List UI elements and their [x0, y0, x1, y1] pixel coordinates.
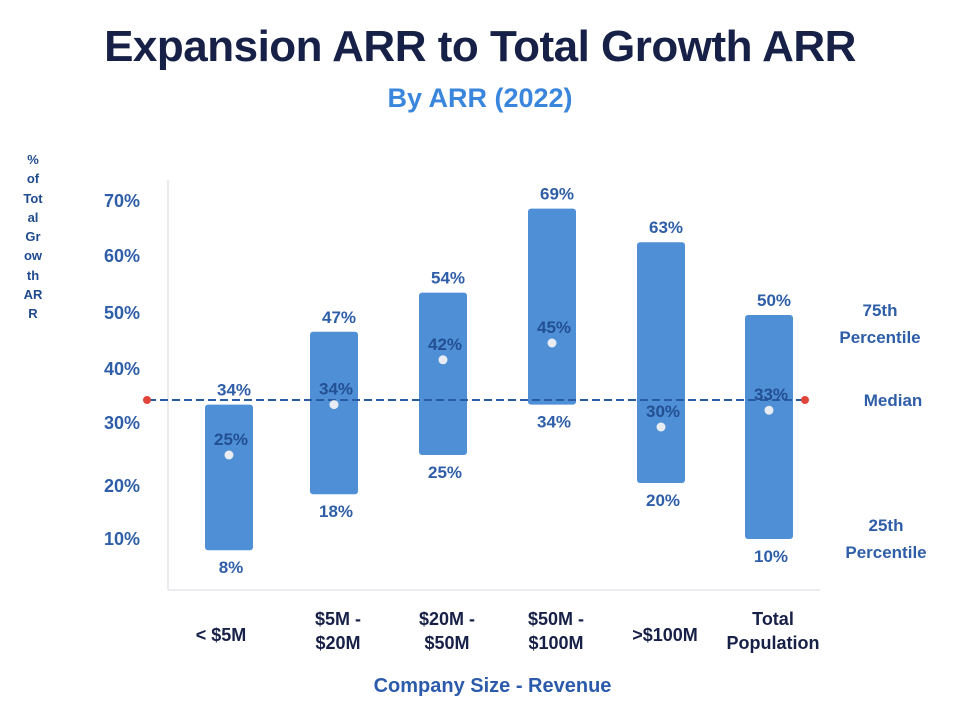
p75-value-label: 69%: [540, 185, 574, 204]
x-axis-label: Company Size - Revenue: [373, 675, 612, 697]
category-label: Total: [752, 609, 794, 629]
range-bar: [745, 315, 793, 539]
median-annotation: Median: [864, 391, 923, 410]
category-label: $50M -: [528, 609, 584, 629]
median-dot: [764, 405, 774, 415]
median-line-end-dot: [801, 396, 809, 404]
median-dot: [547, 338, 557, 348]
p75-value-label: 54%: [431, 269, 465, 288]
category-label: >$100M: [632, 625, 698, 645]
median-dot: [329, 400, 339, 410]
category-label: Population: [727, 633, 820, 653]
p25-value-label: 34%: [537, 413, 571, 432]
y-tick-label: 40%: [104, 359, 140, 379]
y-tick-label: 30%: [104, 413, 140, 433]
median-value-label: 25%: [214, 430, 248, 449]
p75-annotation: 75th: [863, 301, 898, 320]
range-bar: [205, 404, 253, 551]
p25-value-label: 8%: [219, 558, 244, 577]
median-value-label: 30%: [646, 402, 680, 421]
y-axis-label: % of Total Growth ARR: [23, 152, 43, 322]
chart-title: Expansion ARR to Total Growth ARR: [104, 22, 856, 71]
category-label: $100M: [528, 633, 583, 653]
y-tick-label: 70%: [104, 191, 140, 211]
category-label: $20M: [315, 633, 360, 653]
median-line-start-dot: [143, 396, 151, 404]
range-bar: [637, 242, 685, 483]
p25-value-label: 25%: [428, 463, 462, 482]
median-dot: [224, 450, 234, 460]
y-tick-label: 20%: [104, 476, 140, 496]
median-value-label: 33%: [754, 385, 788, 404]
category-label: $5M -: [315, 609, 361, 629]
p75-value-label: 63%: [649, 218, 683, 237]
y-tick-label: 50%: [104, 303, 140, 323]
p75-value-label: 47%: [322, 308, 356, 327]
median-value-label: 45%: [537, 318, 571, 337]
p25-value-label: 18%: [319, 502, 353, 521]
p75-annotation: Percentile: [839, 328, 920, 347]
p25-annotation: 25th: [869, 516, 904, 535]
range-bar: [528, 208, 576, 405]
p75-value-label: 50%: [757, 291, 791, 310]
chart-subtitle: By ARR (2022): [387, 83, 573, 113]
range-bar: [419, 292, 467, 455]
median-value-label: 42%: [428, 335, 462, 354]
median-dot: [438, 355, 448, 365]
category-label: $20M -: [419, 609, 475, 629]
category-label: < $5M: [196, 625, 247, 645]
median-value-label: 34%: [319, 380, 353, 399]
p25-value-label: 20%: [646, 491, 680, 510]
range-bar: [310, 331, 358, 495]
y-tick-label: 60%: [104, 246, 140, 266]
median-dot: [656, 422, 666, 432]
p75-value-label: 34%: [217, 381, 251, 400]
p25-value-label: 10%: [754, 547, 788, 566]
p25-annotation: Percentile: [845, 543, 926, 562]
category-label: $50M: [424, 633, 469, 653]
y-tick-label: 10%: [104, 529, 140, 549]
